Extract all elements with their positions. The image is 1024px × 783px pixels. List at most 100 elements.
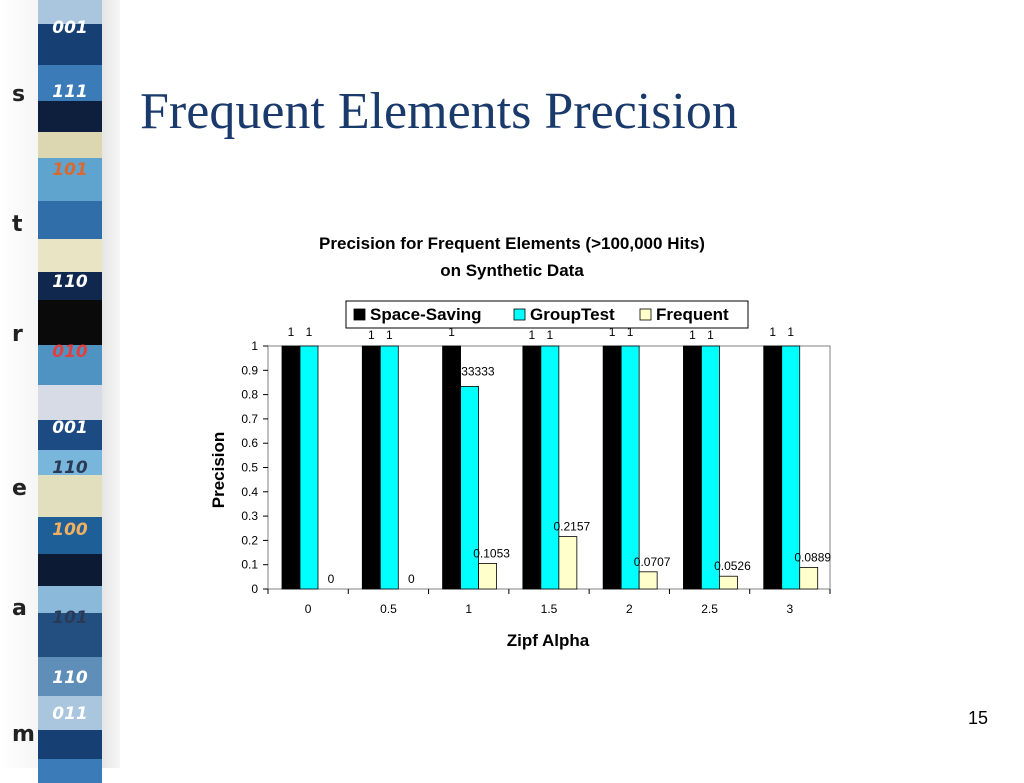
y-tick-label: 0.1 — [241, 558, 258, 572]
data-label: 1 — [609, 325, 616, 339]
y-tick-label: 0.7 — [241, 412, 258, 426]
legend-label: GroupTest — [530, 305, 615, 324]
strip-block — [38, 613, 102, 657]
page-number: 15 — [967, 708, 988, 728]
strip-block — [38, 475, 102, 517]
bar-frequent — [719, 575, 738, 590]
strip-block — [38, 300, 102, 345]
legend-label: Space-Saving — [370, 305, 482, 324]
bar-space-saving — [281, 345, 301, 590]
bar-grouptest — [620, 345, 640, 590]
data-label: 0.0889 — [794, 550, 831, 564]
binary-label: 100 — [52, 520, 88, 540]
x-tick-label: 2.5 — [701, 602, 718, 616]
stream-letter: s — [12, 82, 26, 107]
binary-label: 001 — [52, 418, 88, 438]
data-label: 1 — [707, 328, 714, 342]
strip-block — [38, 132, 102, 158]
strip-block — [38, 517, 102, 554]
data-label: 1 — [689, 328, 696, 342]
strip-block — [38, 450, 102, 475]
binary-label: 101 — [52, 608, 88, 628]
data-label: 1 — [529, 328, 536, 342]
bar-frequent — [478, 563, 497, 590]
strip-block — [38, 239, 102, 272]
x-tick-label: 1.5 — [541, 602, 558, 616]
bar-space-saving — [522, 345, 542, 590]
strip-block — [38, 657, 102, 696]
y-tick-label: 1 — [251, 339, 258, 353]
data-label: 0 — [408, 572, 415, 586]
bar-frequent — [638, 571, 658, 590]
bar-space-saving — [442, 345, 461, 590]
binary-label: 110 — [52, 458, 88, 478]
bar-space-saving — [602, 345, 622, 590]
stream-letter: a — [12, 596, 27, 621]
x-tick-label: 0 — [305, 602, 312, 616]
y-tick-label: 0.5 — [241, 461, 258, 475]
data-label: 0.0526 — [714, 559, 751, 573]
y-tick-label: 0.8 — [241, 388, 258, 402]
strip-block — [38, 24, 102, 65]
strip-block — [38, 696, 102, 730]
y-tick-label: 0.4 — [241, 485, 258, 499]
stream-letter: e — [12, 476, 27, 501]
chart-title: Precision for Frequent Elements (>100,00… — [319, 234, 705, 253]
x-axis-title: Zipf Alpha — [507, 631, 590, 650]
strip-block — [38, 730, 102, 759]
y-axis-title: Precision — [209, 432, 228, 509]
x-tick-label: 0.5 — [380, 602, 397, 616]
binary-label: 011 — [52, 704, 88, 724]
strip-block — [38, 554, 102, 586]
data-label: 1 — [787, 325, 794, 339]
strip-block — [38, 0, 102, 24]
strip-block — [38, 158, 102, 201]
stream-letter: r — [12, 322, 23, 347]
binary-label: 110 — [52, 272, 88, 292]
decorative-sidebar: 001 111 101 110 010 001 110 100 101 110 011 s t r e a m — [0, 0, 120, 783]
y-tick-label: 0.2 — [241, 533, 258, 547]
binary-label: 101 — [52, 160, 88, 180]
data-label: 0 — [328, 572, 335, 586]
bar-space-saving — [763, 345, 783, 590]
binary-label: 111 — [52, 82, 88, 102]
data-label: 0.833333 — [445, 365, 495, 379]
strip-block — [38, 759, 102, 783]
bar-grouptest — [460, 386, 479, 590]
data-label: 0.1053 — [473, 546, 510, 560]
strip-block — [38, 272, 102, 300]
data-label: 1 — [547, 328, 554, 342]
slide-title: Frequent Elements Precision — [140, 83, 738, 140]
legend-swatch — [639, 308, 652, 321]
x-tick-label: 2 — [626, 602, 633, 616]
y-tick-label: 0 — [251, 582, 258, 596]
precision-bar-chart: Precision for Frequent Elements (>100,00… — [209, 234, 831, 650]
legend-label: Frequent — [656, 305, 729, 324]
strip-block — [38, 586, 102, 613]
strip-block — [38, 420, 102, 450]
strip-block — [38, 101, 102, 132]
data-label: 1 — [386, 328, 393, 342]
x-tick-label: 1 — [465, 602, 472, 616]
data-label: 1 — [769, 325, 776, 339]
binary-strip: 001 111 101 110 010 001 110 100 101 110 011 — [38, 0, 102, 783]
strip-block — [38, 385, 102, 420]
bar-frequent — [558, 536, 578, 590]
data-label: 1 — [306, 325, 313, 339]
data-label: 0.2157 — [554, 520, 591, 534]
bar-frequent — [799, 566, 819, 590]
data-label: 1 — [368, 328, 375, 342]
bar-grouptest — [379, 345, 399, 590]
bar-grouptest — [781, 345, 801, 590]
strip-block — [38, 65, 102, 101]
data-label: 0.0707 — [634, 555, 671, 569]
data-label: 1 — [448, 325, 455, 339]
y-tick-label: 0.6 — [241, 436, 258, 450]
chart-subtitle: on Synthetic Data — [440, 261, 584, 280]
binary-label: 001 — [52, 18, 88, 38]
y-tick-label: 0.3 — [241, 509, 258, 523]
binary-label: 110 — [52, 668, 88, 688]
y-tick-label: 0.9 — [241, 363, 258, 377]
bar-grouptest — [701, 345, 720, 590]
strip-block — [38, 345, 102, 385]
